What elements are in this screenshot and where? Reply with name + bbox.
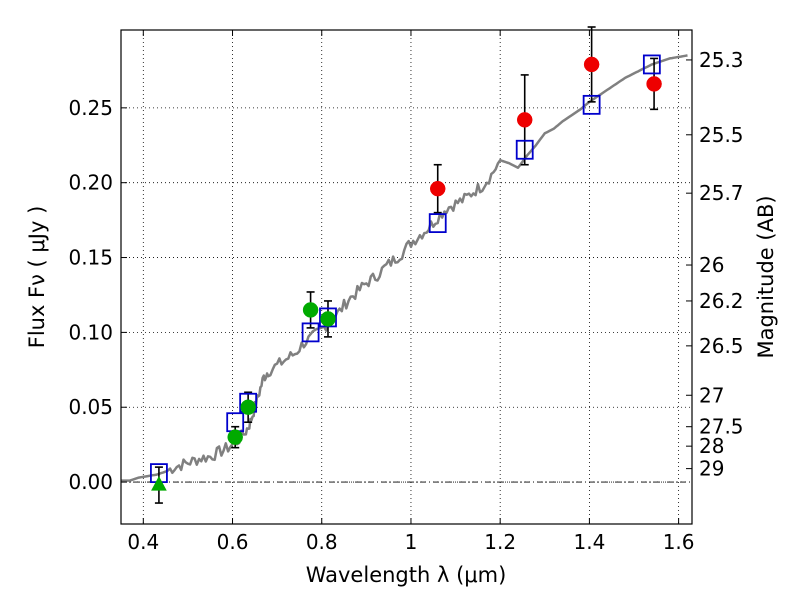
x-tick-label: 0.6 (217, 530, 249, 554)
model-spectrum-line (121, 54, 688, 482)
x-tick-label: 0.4 (127, 530, 159, 554)
y-tick-label: 0.10 (68, 320, 113, 344)
y2-tick-label: 29 (699, 457, 724, 481)
observed-flux-point (429, 180, 446, 197)
x-tick-label: 1.6 (663, 530, 695, 554)
x-tick-label: 1 (405, 530, 418, 554)
plot-frame (120, 29, 693, 525)
observed-flux-point (516, 112, 533, 128)
y-axis-label: Flux Fν ( μJy ) (25, 206, 49, 349)
y2-tick-label: 28 (699, 434, 724, 458)
x-tick-label: 0.8 (306, 530, 338, 554)
x-tick-label: 1.4 (573, 530, 605, 554)
model-spectrum (121, 54, 688, 482)
x-axis-label-text: Wavelength λ (μm) (306, 563, 507, 587)
y2-tick-label: 25.3 (699, 48, 744, 72)
upper-limit-triangle (151, 476, 167, 491)
y-tick-label: 0.05 (68, 395, 113, 419)
y2-tick-label: 25.5 (699, 123, 744, 147)
axis-ticks: 0.4 0.6 0.8 1 1.2 1.4 1.6 0.00 0.05 0.10 0.15 0.20 0… (68, 30, 744, 554)
y-tick-label: 0.20 (68, 171, 113, 195)
y-tick-label: 0.25 (68, 96, 113, 120)
synthetic-flux-square (642, 54, 661, 75)
y2-tick-label: 27 (699, 383, 724, 407)
svg-text:Wavelength λ (μm): Wavelength λ (μm) (306, 563, 507, 587)
y-tick-label: 0.15 (68, 246, 113, 270)
observed-flux-point (320, 311, 336, 327)
x-axis-label: Wavelength λ (μm) (306, 563, 507, 587)
grid-lines (121, 30, 692, 524)
synthetic-flux-square (515, 139, 534, 160)
y2-tick-label: 26.5 (699, 334, 744, 358)
y2-axis-label-text: Magnitude (AB) (754, 195, 778, 358)
y2-tick-label: 26 (699, 253, 724, 277)
observed-flux-point (227, 429, 243, 445)
data-markers (150, 54, 662, 491)
y2-tick-label: 26.2 (699, 289, 744, 313)
synthetic-flux-square (428, 213, 447, 234)
y-tick-label: 0.00 (68, 470, 113, 494)
y-axis-label-text: Flux Fν ( μJy ) (25, 206, 49, 349)
observed-flux-point (583, 56, 600, 73)
observed-flux-point (302, 302, 319, 318)
y2-tick-label: 25.7 (699, 181, 744, 205)
x-tick-label: 1.2 (484, 530, 516, 554)
y2-tick-label: 27.5 (699, 415, 744, 439)
y2-axis-label: Magnitude (AB) (754, 195, 778, 358)
observed-flux-point (646, 76, 662, 92)
synthetic-flux-square (582, 94, 601, 115)
synthetic-flux-square (301, 322, 320, 343)
observed-flux-point (240, 399, 256, 415)
